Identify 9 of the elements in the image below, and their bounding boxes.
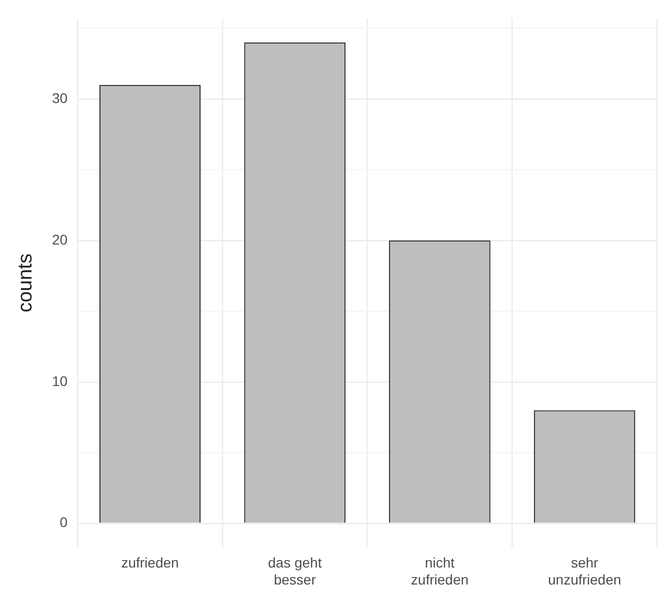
- y-tick-label: 0: [60, 514, 68, 530]
- x-tick-label: zufrieden: [121, 554, 179, 571]
- x-tick-label: nicht zufrieden: [410, 554, 469, 588]
- y-tick-label: 20: [52, 231, 68, 248]
- y-tick-label: 30: [52, 90, 68, 106]
- y-axis-title: counts: [14, 253, 37, 312]
- x-tick-label: das geht besser: [268, 554, 322, 588]
- y-tick-label: 10: [52, 372, 68, 389]
- x-tick-label: sehr unzufrieden: [548, 554, 622, 588]
